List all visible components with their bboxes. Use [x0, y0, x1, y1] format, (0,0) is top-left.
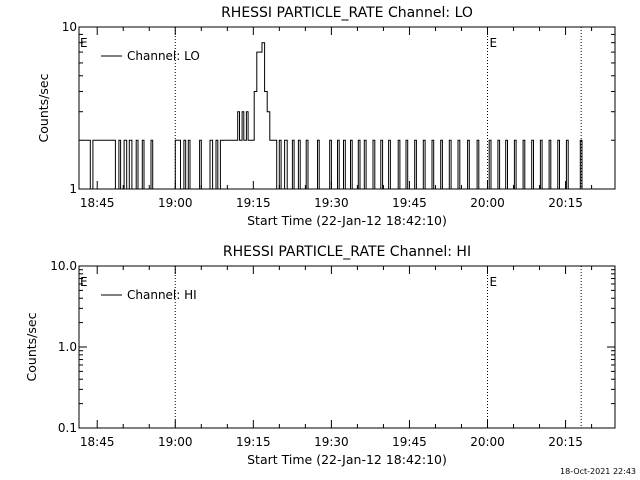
- panel2-x-axis-label: Start Time (22-Jan-12 18:42:10): [247, 452, 447, 467]
- panel1-x-tick-label: 19:00: [158, 196, 193, 210]
- panel2-y-axis-label: Counts/sec: [24, 312, 39, 381]
- panel2-x-tick-label: 19:30: [314, 435, 349, 449]
- panel1-time-marker-label: E: [490, 36, 498, 50]
- panel2-x-tick-label: 19:15: [236, 435, 271, 449]
- panel1-x-tick-label: 19:30: [314, 196, 349, 210]
- panel1-y-axis-label: Counts/sec: [36, 73, 51, 142]
- panel2-x-tick-label: 20:00: [470, 435, 505, 449]
- panel1-y-tick-label: 1: [69, 182, 77, 196]
- panel1-x-tick-label: 20:00: [470, 196, 505, 210]
- panel2-x-tick-label: 19:00: [158, 435, 193, 449]
- panel2-x-tick-label: 18:45: [80, 435, 115, 449]
- panel2-x-tick-label: 20:15: [548, 435, 583, 449]
- panel2-y-tick-label: 10.0: [50, 259, 77, 273]
- panel1-y-tick-label: 10: [62, 20, 77, 34]
- panel2-legend-entry: Channel: HI: [127, 288, 197, 302]
- panel2-y-tick-label: 0.1: [58, 421, 77, 435]
- panel1-edge-label: E: [80, 36, 88, 50]
- panel2-edge-label: E: [80, 275, 88, 289]
- panel1-x-tick-label: 20:15: [548, 196, 583, 210]
- panel2-x-tick-label: 19:45: [392, 435, 427, 449]
- panel1-title: RHESSI PARTICLE_RATE Channel: LO: [221, 5, 473, 21]
- panel1-x-tick-label: 19:15: [236, 196, 271, 210]
- panel1-x-tick-label: 19:45: [392, 196, 427, 210]
- panel1-x-axis-label: Start Time (22-Jan-12 18:42:10): [247, 213, 447, 228]
- panel1-legend-entry: Channel: LO: [127, 49, 200, 63]
- panel1-x-tick-label: 18:45: [80, 196, 115, 210]
- panel2-title: RHESSI PARTICLE_RATE Channel: HI: [223, 244, 471, 260]
- panel2-y-tick-label: 1.0: [58, 340, 77, 354]
- panel2-time-marker-label: E: [490, 275, 498, 289]
- footer-date: 18-Oct-2021 22:43: [560, 467, 636, 476]
- panel1-series-line: [82, 42, 583, 190]
